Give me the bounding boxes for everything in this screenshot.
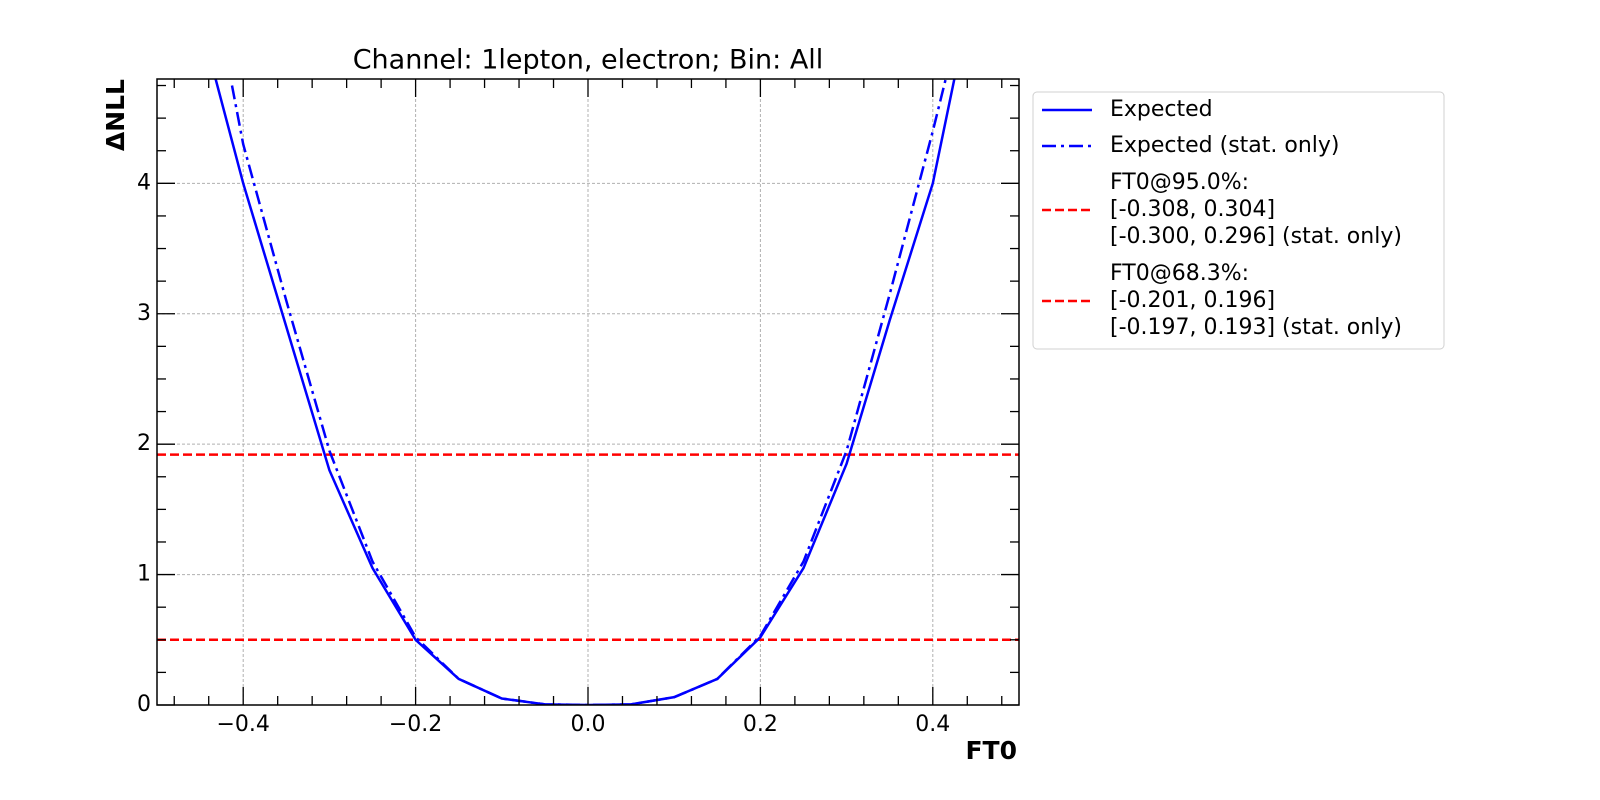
x-tick-label: 0.2 [743,712,778,737]
legend-label: [-0.197, 0.193] (stat. only) [1110,315,1402,340]
y-tick-label: 3 [137,301,151,326]
y-tick-label: 2 [137,431,151,456]
x-axis-label: FT0 [965,736,1017,765]
x-tick-label: −0.2 [389,712,442,737]
y-tick-label: 0 [137,692,151,717]
x-tick-label: 0.0 [571,712,606,737]
legend-label: FT0@95.0%: [1110,170,1249,195]
y-tick-label: 4 [137,170,151,195]
line-series [230,79,947,705]
y-tick-label: 1 [137,562,151,587]
x-tick-label: −0.4 [216,712,269,737]
legend-label: [-0.201, 0.196] [1110,288,1275,313]
legend-label: Expected [1110,97,1213,122]
line-series [214,79,956,705]
x-tick-label: 0.4 [915,712,950,737]
legend-label: Expected (stat. only) [1110,133,1340,158]
legend-box [1032,91,1445,350]
y-axis-label: ΔNLL [101,79,130,151]
legend-label: [-0.300, 0.296] (stat. only) [1110,224,1402,249]
chart-title: Channel: 1lepton, electron; Bin: All [353,45,824,76]
legend-label: FT0@68.3%: [1110,261,1249,286]
legend-label: [-0.308, 0.304] [1110,197,1275,222]
